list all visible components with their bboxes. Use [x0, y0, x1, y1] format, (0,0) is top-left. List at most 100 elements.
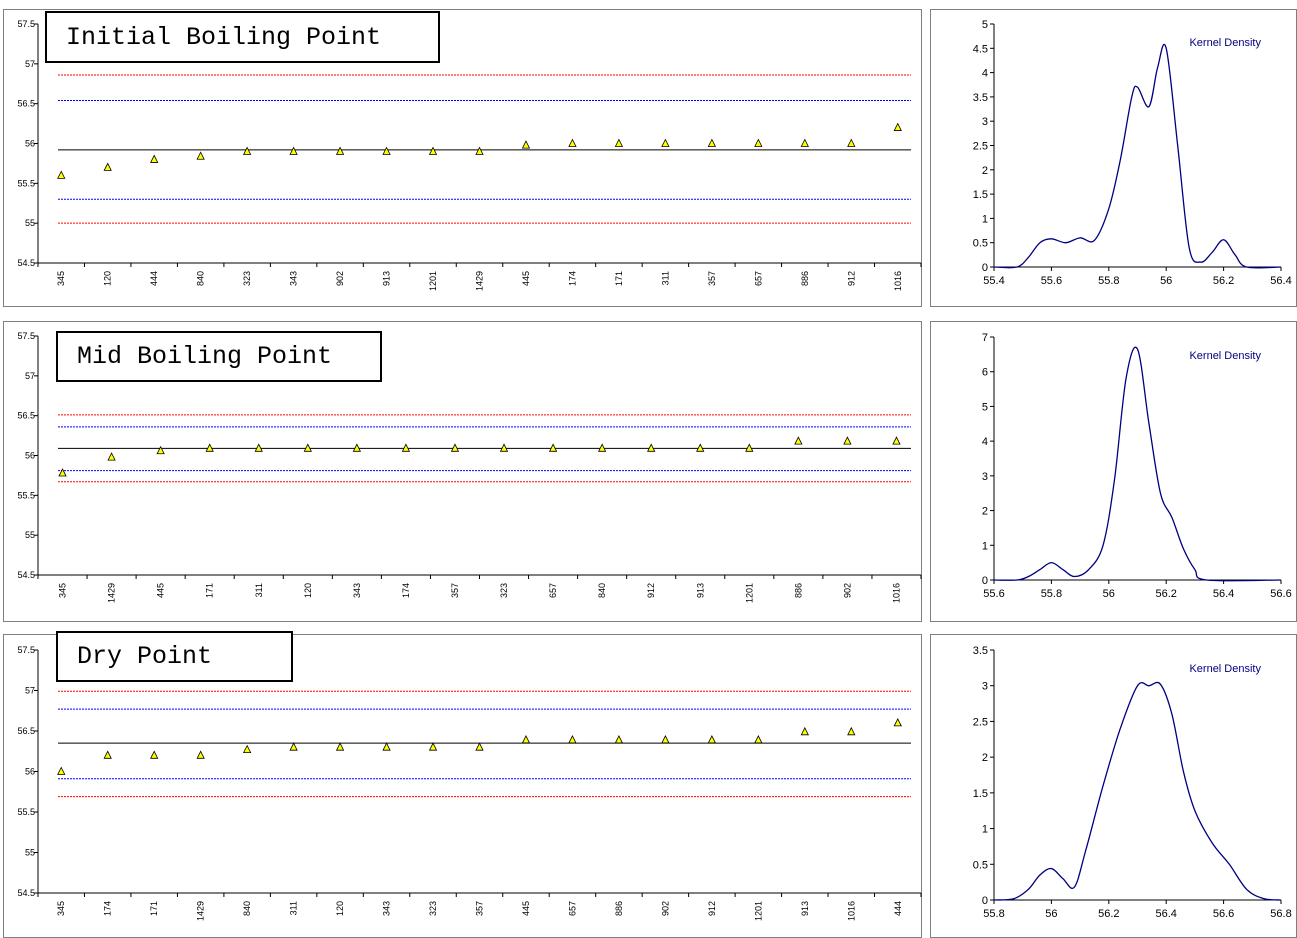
initial-boiling-point-data-point	[335, 146, 345, 155]
initial-boiling-point-x-tick-label: 120	[103, 271, 113, 286]
initial-boiling-point-title: Initial Boiling Point	[45, 11, 440, 63]
mid-boiling-point-x-tick-label: 1016	[891, 583, 901, 603]
mid-boiling-point-density-y-tick-label: 0	[982, 575, 988, 587]
dry-point-y-tick-label: 55.5	[17, 807, 35, 817]
mid-boiling-point-density-y-tick-label: 1	[982, 540, 988, 552]
dry-point-scatter-plot: 57.5 57 56.5 56 55.5 55 54.5 345 174 171 1429 840 31…	[17, 645, 922, 921]
initial-boiling-point-density-legend: Kernel Density	[1189, 37, 1261, 49]
initial-boiling-point-data-point	[754, 138, 763, 147]
initial-boiling-point-density-y-tick-label: 5	[982, 19, 988, 31]
mid-boiling-point-density-curve	[993, 346, 1282, 582]
dry-point-data-point	[893, 718, 902, 727]
dry-point-x-tick-label: 445	[521, 901, 531, 916]
mid-boiling-point-y-tick-label: 54.5	[17, 570, 35, 580]
initial-boiling-point-x-tick-label: 902	[335, 271, 345, 286]
dry-point-y-tick-label: 57.5	[17, 645, 35, 655]
dry-point-data-point	[800, 726, 809, 736]
dry-point-x-tick-label: 171	[149, 901, 159, 916]
initial-boiling-point-density-frame	[930, 9, 1297, 307]
mid-boiling-point-y-tick-label: 56	[25, 451, 35, 461]
initial-boiling-point-y-tick-label: 56.5	[17, 99, 35, 109]
dry-point-x-tick-label: 1201	[753, 901, 763, 921]
mid-boiling-point-x-tick-label: 171	[205, 583, 215, 598]
initial-boiling-point-data-point	[242, 146, 252, 155]
dry-point-x-tick-label: 657	[567, 901, 577, 916]
mid-boiling-point-data-point	[352, 443, 362, 452]
mid-boiling-point-data-point	[107, 452, 116, 461]
mid-boiling-point-x-tick-label: 343	[352, 583, 362, 598]
mid-boiling-point-y-tick-label: 55	[25, 530, 35, 540]
initial-boiling-point-density-y-tick-label: 1	[982, 213, 988, 225]
mid-boiling-point-data-point	[499, 443, 509, 452]
dry-point-x-tick-label: 1016	[846, 901, 856, 921]
initial-boiling-point-x-tick-label: 357	[707, 271, 717, 286]
dry-point-x-tick-label: 840	[242, 901, 252, 916]
initial-boiling-point-density-curve	[993, 43, 1282, 269]
dry-point-density-x-tick-label: 56.2	[1098, 908, 1119, 920]
mid-boiling-point-x-tick-label: 912	[646, 583, 656, 598]
initial-boiling-point-density-y-tick-label: 2	[982, 165, 988, 177]
dry-point-data-point	[150, 750, 159, 759]
initial-boiling-point-density-x-tick-label: 56.2	[1213, 275, 1234, 287]
dry-point-data-point	[661, 735, 670, 744]
mid-boiling-point-density-x-tick-label: 55.6	[983, 588, 1004, 600]
dry-point-x-tick-label: 913	[800, 901, 810, 916]
dry-point-data-point	[754, 735, 763, 744]
initial-boiling-point-x-tick-label: 657	[753, 271, 763, 286]
mid-boiling-point-x-tick-label: 120	[303, 583, 313, 598]
dry-point-density-y-tick-label: 3.5	[973, 645, 988, 657]
initial-boiling-point-data-point	[150, 154, 159, 163]
dry-point-x-tick-label: 1429	[196, 901, 206, 921]
initial-boiling-point-data-point	[521, 140, 531, 149]
mid-boiling-point-y-tick-label: 57	[25, 371, 35, 381]
initial-boiling-point-y-tick-label: 54.5	[17, 258, 35, 268]
mid-boiling-point-data-point	[156, 445, 165, 455]
initial-boiling-point-x-tick-label: 840	[196, 271, 206, 286]
mid-boiling-point-density-x-tick-label: 55.8	[1041, 588, 1062, 600]
dry-point-density-y-tick-label: 1	[982, 824, 988, 836]
mid-boiling-point-scatter-plot: 57.5 57 56.5 56 55.5 55 54.5 345 1429 445 171 311 12…	[17, 331, 922, 603]
mid-boiling-point-x-tick-label: 886	[793, 583, 803, 598]
mid-boiling-point-x-tick-label: 357	[450, 583, 460, 598]
initial-boiling-point-x-tick-label: 311	[660, 271, 670, 285]
mid-boiling-point-density-y-tick-label: 3	[982, 471, 988, 483]
mid-boiling-point-density-y-tick-label: 4	[982, 436, 988, 448]
initial-boiling-point-x-tick-label: 323	[242, 271, 252, 286]
dry-point-x-tick-label: 120	[335, 901, 345, 916]
dry-point-density-y-tick-label: 2.5	[973, 716, 988, 728]
initial-boiling-point-data-point	[196, 151, 205, 160]
dry-point-y-tick-label: 57	[25, 686, 35, 696]
initial-boiling-point-x-tick-label: 1429	[475, 271, 485, 291]
initial-boiling-point-data-point	[57, 170, 66, 179]
dry-point-density-x-tick-label: 56.6	[1213, 908, 1234, 920]
initial-boiling-point-x-tick-label: 912	[846, 271, 856, 286]
dry-point-x-tick-label: 444	[893, 901, 903, 916]
mid-boiling-point-x-tick-label: 902	[842, 583, 852, 598]
dry-point-density-y-tick-label: 1.5	[973, 788, 988, 800]
initial-boiling-point-density-plot: 0 0.5 1 1.5 2 2.5 3 3.5 4 4.5 5 55.4 55.6 55.8 56 56.2 5…	[973, 19, 1292, 287]
mid-boiling-point-y-tick-label: 57.5	[17, 331, 35, 341]
initial-boiling-point-data-point	[847, 138, 856, 147]
initial-boiling-point-x-tick-label: 174	[567, 271, 577, 286]
dry-point-density-y-tick-label: 3	[982, 681, 988, 693]
dry-point-density-y-tick-label: 0.5	[973, 859, 988, 871]
initial-boiling-point-density-x-tick-label: 56.4	[1270, 275, 1291, 287]
dry-point-data-point	[521, 735, 531, 744]
dry-point-density-y-tick-label: 0	[982, 895, 988, 907]
initial-boiling-point-data-point	[614, 138, 624, 147]
mid-boiling-point-data-point	[696, 443, 705, 452]
mid-boiling-point-data-point	[303, 443, 312, 452]
mid-boiling-point-data-point	[892, 436, 901, 445]
mid-boiling-point-density-x-tick-label: 56.2	[1155, 588, 1176, 600]
initial-boiling-point-data-point	[382, 146, 391, 155]
initial-boiling-point-density-y-tick-label: 1.5	[973, 189, 988, 201]
mid-boiling-point-x-tick-label: 174	[401, 583, 411, 598]
dry-point-data-point	[614, 735, 624, 744]
mid-boiling-point-density-y-tick-label: 5	[982, 401, 988, 413]
initial-boiling-point-density-y-tick-label: 3.5	[973, 92, 988, 104]
initial-boiling-point-density-y-tick-label: 4	[982, 68, 988, 80]
mid-boiling-point-data-point	[794, 436, 803, 445]
dry-point-x-tick-label: 343	[382, 901, 392, 916]
mid-boiling-point-data-point	[401, 443, 411, 452]
